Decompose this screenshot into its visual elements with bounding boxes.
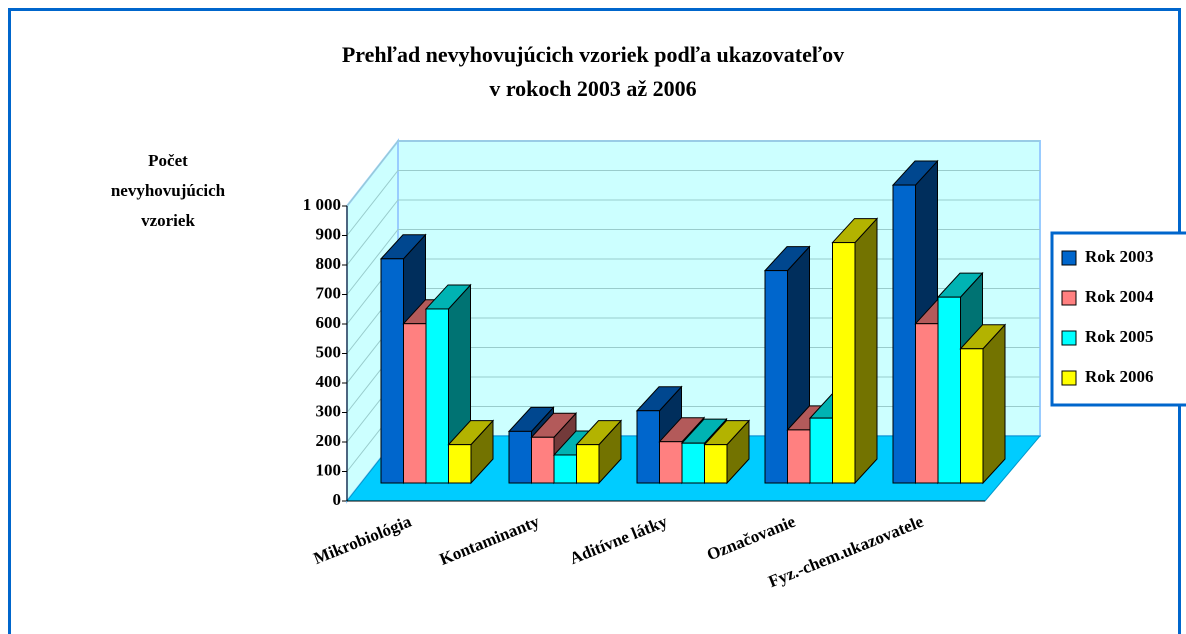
grid-line — [346, 170, 1040, 236]
legend-swatch — [1061, 330, 1077, 346]
bar — [425, 308, 449, 484]
y-tick-label: 100 — [316, 460, 342, 479]
y-axis-label: nevyhovujúcich — [111, 181, 226, 200]
legend-label: Rok 2003 — [1085, 247, 1153, 266]
bar — [380, 258, 404, 484]
y-axis-label: vzoriek — [141, 211, 195, 230]
bar — [832, 242, 856, 484]
chart-title: v rokoch 2003 až 2006 — [489, 76, 696, 101]
bar — [787, 429, 811, 484]
bar — [704, 444, 728, 484]
y-axis-label: Počet — [148, 151, 188, 170]
y-tick-label: 200 — [316, 431, 342, 450]
bar — [809, 417, 833, 484]
bar — [764, 270, 788, 484]
y-tick-label: 1 000 — [303, 195, 341, 214]
chart-title: Prehľad nevyhovujúcich vzoriek podľa uka… — [342, 42, 844, 67]
bar — [576, 444, 600, 484]
grid-line — [346, 229, 1040, 295]
y-tick-label: 800 — [316, 254, 342, 273]
y-tick-label: 0 — [333, 490, 342, 509]
legend-label: Rok 2005 — [1085, 327, 1153, 346]
grid-line — [346, 140, 1040, 207]
bar-side — [982, 323, 1006, 485]
bar-side — [854, 217, 878, 485]
y-tick-label: 600 — [316, 313, 342, 332]
legend-swatch — [1061, 290, 1077, 306]
bar — [553, 454, 577, 484]
legend-swatch — [1061, 250, 1077, 266]
legend-swatch — [1061, 370, 1077, 386]
bar — [892, 184, 916, 484]
bar — [937, 296, 961, 484]
bar — [960, 348, 984, 484]
bar — [636, 410, 660, 484]
bar — [508, 430, 532, 484]
bar — [403, 323, 427, 484]
bar — [681, 442, 705, 484]
legend-label: Rok 2004 — [1085, 287, 1154, 306]
y-tick-label: 900 — [316, 224, 342, 243]
bar — [448, 444, 472, 484]
y-tick-label: 300 — [316, 401, 342, 420]
y-tick-label: 500 — [316, 342, 342, 361]
legend-label: Rok 2006 — [1085, 367, 1153, 386]
bar — [915, 323, 939, 484]
bar — [659, 441, 683, 484]
bar — [531, 436, 555, 484]
y-tick-label: 400 — [316, 372, 342, 391]
y-tick-label: 700 — [316, 283, 342, 302]
grid-line — [346, 199, 1040, 266]
